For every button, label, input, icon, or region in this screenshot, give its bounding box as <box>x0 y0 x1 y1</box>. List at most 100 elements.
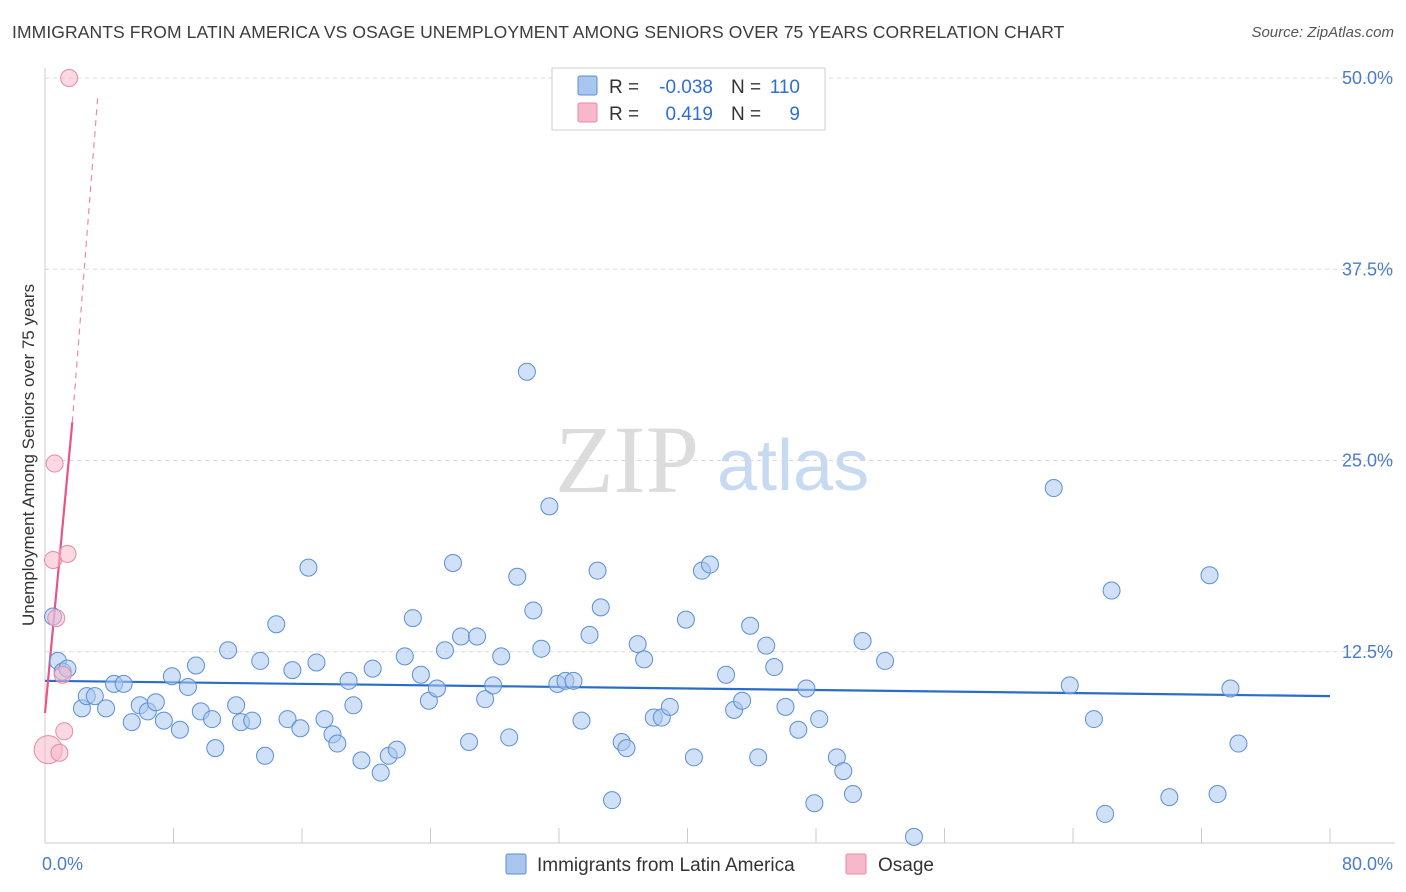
source-label: Source: ZipAtlas.com <box>1251 24 1394 41</box>
trend-line-osage-extension <box>71 93 99 423</box>
point-latin-america <box>757 636 776 655</box>
chart-title: IMMIGRANTS FROM LATIN AMERICA VS OSAGE U… <box>12 22 1065 42</box>
stats-legend-swatch-osage <box>577 102 598 123</box>
point-latin-america <box>435 641 454 660</box>
point-latin-america <box>805 794 824 813</box>
point-osage <box>50 743 69 762</box>
point-latin-america <box>500 728 519 747</box>
point-latin-america <box>517 362 536 381</box>
trend-line-osage <box>43 422 74 714</box>
point-latin-america <box>1044 479 1063 498</box>
point-latin-america <box>85 687 104 706</box>
y-tick-label: 37.5% <box>1342 259 1393 279</box>
point-latin-america <box>1160 788 1179 807</box>
point-latin-america <box>315 710 334 729</box>
y-tick-label: 50.0% <box>1342 68 1393 88</box>
point-latin-america <box>580 625 599 644</box>
point-latin-america <box>492 647 511 666</box>
stats-n-label-osage: N = <box>731 104 761 125</box>
point-latin-america <box>843 785 862 804</box>
stats-n-label-latin: N = <box>731 77 761 98</box>
point-latin-america <box>344 696 363 715</box>
point-latin-america <box>267 615 286 634</box>
point-latin-america <box>170 720 189 739</box>
point-latin-america <box>476 690 495 709</box>
y-tick-label: 12.5% <box>1342 642 1393 662</box>
point-osage <box>55 722 74 741</box>
point-latin-america <box>810 710 829 729</box>
point-osage <box>53 665 72 684</box>
point-latin-america <box>660 697 679 716</box>
point-latin-america <box>1208 785 1227 804</box>
point-latin-america <box>1229 734 1248 753</box>
point-latin-america <box>452 627 471 646</box>
stats-r-value-latin: -0.038 <box>659 77 713 98</box>
point-latin-america <box>834 762 853 781</box>
point-latin-america <box>1084 710 1103 729</box>
stats-n-value-osage: 9 <box>789 104 800 125</box>
point-latin-america <box>122 713 141 732</box>
point-latin-america <box>371 763 390 782</box>
point-latin-america <box>733 691 752 710</box>
point-latin-america <box>363 659 382 678</box>
point-latin-america <box>299 558 318 577</box>
point-latin-america <box>1200 566 1219 585</box>
point-latin-america <box>443 554 462 573</box>
point-latin-america <box>186 656 205 675</box>
legend-label-latin: Immigrants from Latin America <box>537 855 795 876</box>
point-latin-america <box>203 710 222 729</box>
legend-label-osage: Osage <box>878 855 934 876</box>
point-latin-america <box>797 679 816 698</box>
point-latin-america <box>591 598 610 617</box>
point-latin-america <box>291 719 310 738</box>
point-latin-america <box>162 667 181 686</box>
y-tick-label: 25.0% <box>1342 451 1393 471</box>
point-latin-america <box>532 639 551 658</box>
point-latin-america <box>789 720 808 739</box>
point-latin-america <box>508 567 527 586</box>
legend-swatch-latin <box>505 853 527 875</box>
point-latin-america <box>352 751 371 770</box>
point-latin-america <box>741 616 760 635</box>
point-latin-america <box>564 671 583 690</box>
point-osage <box>58 544 77 563</box>
x-tick-labels: 0.0% 80.0% <box>42 854 1393 874</box>
legend-swatch-osage <box>845 853 867 875</box>
point-latin-america <box>251 651 270 670</box>
point-latin-america <box>278 710 297 729</box>
point-latin-america <box>339 671 358 690</box>
point-latin-america <box>1221 679 1240 698</box>
point-latin-america <box>256 746 275 765</box>
point-latin-america <box>328 734 347 753</box>
point-latin-america <box>765 658 784 677</box>
point-latin-america <box>684 748 703 767</box>
point-latin-america <box>635 650 654 669</box>
point-latin-america <box>588 561 607 580</box>
stats-r-label-latin: R = <box>609 77 639 98</box>
x-tick-label-max: 80.0% <box>1342 854 1393 874</box>
point-latin-america <box>904 827 923 846</box>
series-legend: Immigrants from Latin America Osage <box>505 853 934 876</box>
trend-line-latin-america <box>44 679 1331 698</box>
point-osage <box>60 69 79 87</box>
point-latin-america <box>572 711 591 730</box>
watermark-atlas: atlas <box>717 426 869 506</box>
point-latin-america <box>628 635 647 654</box>
point-osage <box>45 454 64 473</box>
point-latin-america <box>524 601 543 620</box>
point-latin-america <box>178 677 197 696</box>
stats-legend: R = -0.038 N = 110 R = 0.419 N = 9 <box>551 67 826 131</box>
point-latin-america <box>700 555 719 574</box>
point-latin-america <box>717 665 736 684</box>
point-latin-america <box>206 739 225 758</box>
point-latin-america <box>97 699 116 718</box>
data-points <box>33 69 1248 846</box>
point-latin-america <box>403 609 422 628</box>
point-latin-america <box>227 696 246 715</box>
trend-lines <box>43 93 1331 714</box>
point-latin-america <box>853 632 872 651</box>
x-tick-label-min: 0.0% <box>42 854 83 874</box>
point-latin-america <box>617 739 636 758</box>
gridlines <box>45 77 1395 653</box>
